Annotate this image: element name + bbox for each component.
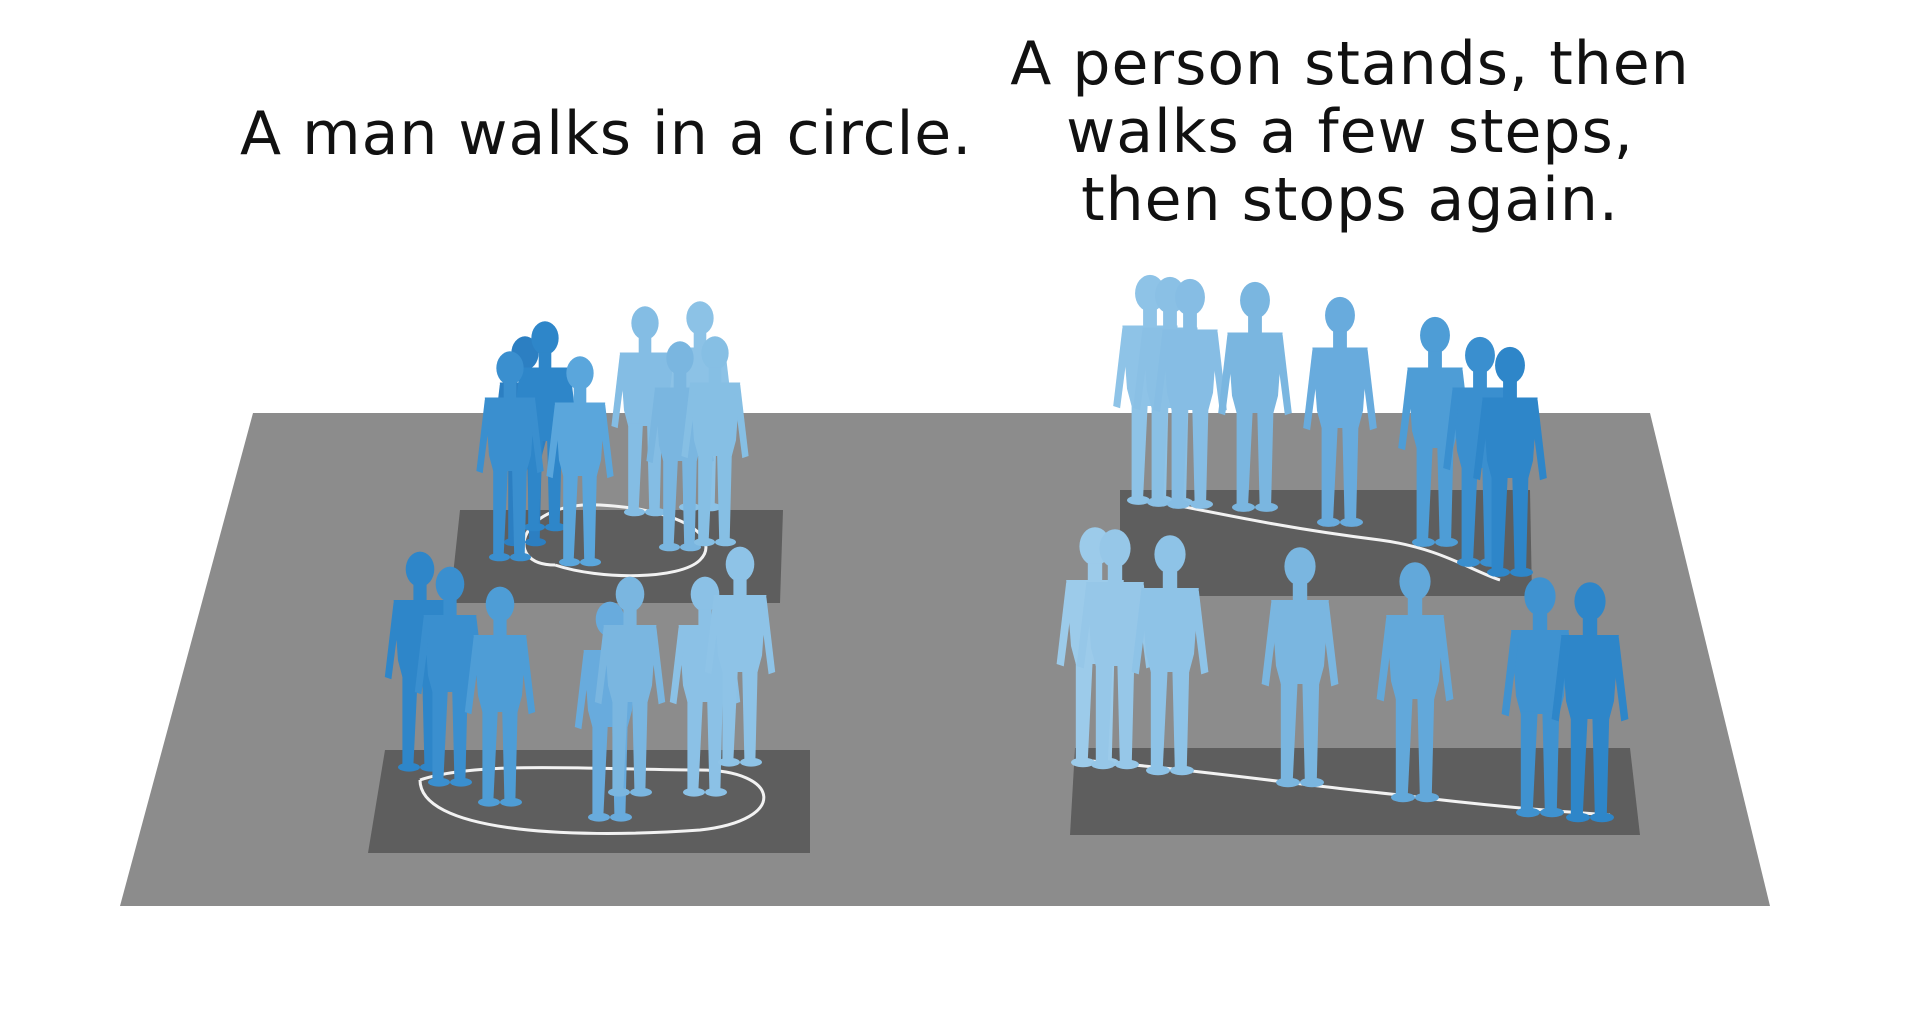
left-pad-front [368,750,810,853]
caption-left-line: A man walks in a circle. [240,99,973,169]
caption-right-line-3: then stops again. [1081,165,1619,235]
caption-right-line-2: walks a few steps, [1066,97,1634,167]
left-path-front [418,766,766,835]
caption-right: A person stands, then walks a few steps,… [980,30,1720,234]
left-path-back [522,503,708,578]
caption-left: A man walks in a circle. [240,99,973,169]
caption-right-line-1: A person stands, then [1010,29,1690,99]
